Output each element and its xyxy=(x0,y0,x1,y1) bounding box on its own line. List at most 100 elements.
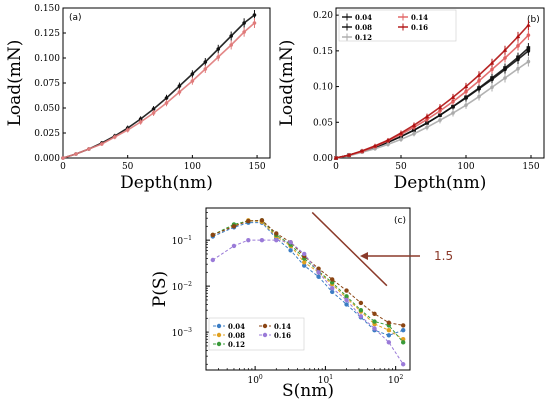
data-point xyxy=(386,320,392,325)
y-tick-label: 0.15 xyxy=(313,47,333,57)
slope-guide-line xyxy=(311,211,388,287)
series-line xyxy=(212,239,404,365)
data-point xyxy=(274,237,279,243)
series-line xyxy=(335,24,529,159)
data-point xyxy=(526,46,531,50)
y-tick-label: 0.125 xyxy=(34,29,60,39)
panel-c: 100 101 10210−310−210−1S(nm)P(S)(c)1.50.04… xyxy=(150,207,453,401)
x-tick-label: 102 xyxy=(388,374,403,386)
legend-label: 0.04 xyxy=(355,13,372,22)
legend-label: 0.14 xyxy=(411,13,428,22)
data-point xyxy=(112,135,117,139)
data-point xyxy=(411,122,417,127)
y-tick-label: 0.20 xyxy=(313,11,333,21)
annotation-label: 1.5 xyxy=(434,249,453,263)
data-point xyxy=(177,84,182,88)
data-point xyxy=(274,231,279,236)
x-tick-label: 50 xyxy=(395,162,407,172)
data-point xyxy=(358,300,364,306)
data-point xyxy=(210,232,216,238)
panel-label: (a) xyxy=(69,13,82,23)
data-point xyxy=(526,33,531,37)
y-tick-label: 0.10 xyxy=(313,83,333,93)
x-axis-label: Depth(nm) xyxy=(120,173,213,193)
data-point xyxy=(164,96,169,100)
data-point xyxy=(252,13,257,17)
y-tick-label: 0.000 xyxy=(34,154,60,164)
data-point xyxy=(242,30,246,34)
data-point xyxy=(358,314,364,319)
x-tick-label: 0 xyxy=(60,162,66,172)
y-tick-label: 0.050 xyxy=(34,104,60,114)
data-point xyxy=(386,333,392,338)
y-tick-label: 10−3 xyxy=(172,327,192,339)
legend-marker xyxy=(216,341,222,347)
x-tick-exponent: 2 xyxy=(399,374,403,381)
data-point xyxy=(400,337,406,342)
data-point xyxy=(61,156,65,160)
data-point xyxy=(87,147,91,151)
y-tick-label: 0.025 xyxy=(34,129,60,139)
data-point xyxy=(437,104,443,109)
panel-label: (b) xyxy=(527,15,540,25)
data-point xyxy=(503,76,507,80)
data-point xyxy=(489,60,495,65)
data-point xyxy=(424,114,430,119)
data-point xyxy=(288,248,293,253)
data-point xyxy=(316,270,321,275)
panel-label: (c) xyxy=(394,216,406,226)
series-line xyxy=(335,50,529,159)
data-point xyxy=(100,142,104,146)
data-point xyxy=(477,94,481,99)
data-point xyxy=(344,294,349,299)
data-point xyxy=(451,111,455,115)
data-point xyxy=(316,274,321,279)
data-point xyxy=(386,340,392,345)
data-point xyxy=(344,288,349,293)
data-point xyxy=(451,99,455,104)
series-line xyxy=(62,14,255,159)
data-point xyxy=(477,86,481,90)
y-tick-exponent: −2 xyxy=(183,281,192,288)
data-point xyxy=(288,240,293,245)
data-point xyxy=(526,59,531,64)
data-point xyxy=(438,118,442,122)
data-point xyxy=(464,103,468,107)
legend-label: 0.08 xyxy=(228,331,245,340)
series-line xyxy=(335,60,529,159)
data-point xyxy=(464,95,468,100)
data-point xyxy=(450,94,456,99)
y-tick-exponent: −1 xyxy=(183,235,192,242)
legend-label: 0.12 xyxy=(228,340,245,349)
data-point xyxy=(302,260,307,265)
legend-label: 0.04 xyxy=(228,322,245,331)
data-point xyxy=(329,289,335,295)
data-point xyxy=(425,125,429,130)
plot-frame xyxy=(205,207,411,371)
y-tick-label: 0.075 xyxy=(34,79,60,89)
legend-label: 0.14 xyxy=(274,322,291,331)
y-tick-label: 10−1 xyxy=(172,235,192,247)
data-point xyxy=(302,263,307,268)
legend-marker xyxy=(262,332,268,338)
y-tick-label: 0.150 xyxy=(34,4,60,14)
data-point xyxy=(386,142,390,147)
data-point xyxy=(412,131,416,136)
data-point xyxy=(329,280,335,285)
legend-marker xyxy=(216,332,222,338)
legend-label: 0.16 xyxy=(274,331,291,340)
y-tick-label: 0.00 xyxy=(313,154,333,164)
panel-b: 0 50 100 150 0.00 0.05 0.10 0.15 0.20 Depth(nm) Lo… xyxy=(277,7,545,193)
data-point xyxy=(164,101,169,105)
y-tick-base: 10 xyxy=(172,237,184,247)
data-point xyxy=(346,152,352,157)
x-tick-label: 101 xyxy=(318,374,333,386)
data-point xyxy=(358,307,364,313)
y-tick-exponent: −3 xyxy=(183,327,192,334)
x-tick-label: 150 xyxy=(522,162,539,172)
annotation-arrow-head xyxy=(360,252,368,260)
data-point xyxy=(246,218,251,224)
data-point xyxy=(151,107,156,111)
x-tick-exponent: 1 xyxy=(329,374,333,381)
data-point xyxy=(372,143,378,148)
